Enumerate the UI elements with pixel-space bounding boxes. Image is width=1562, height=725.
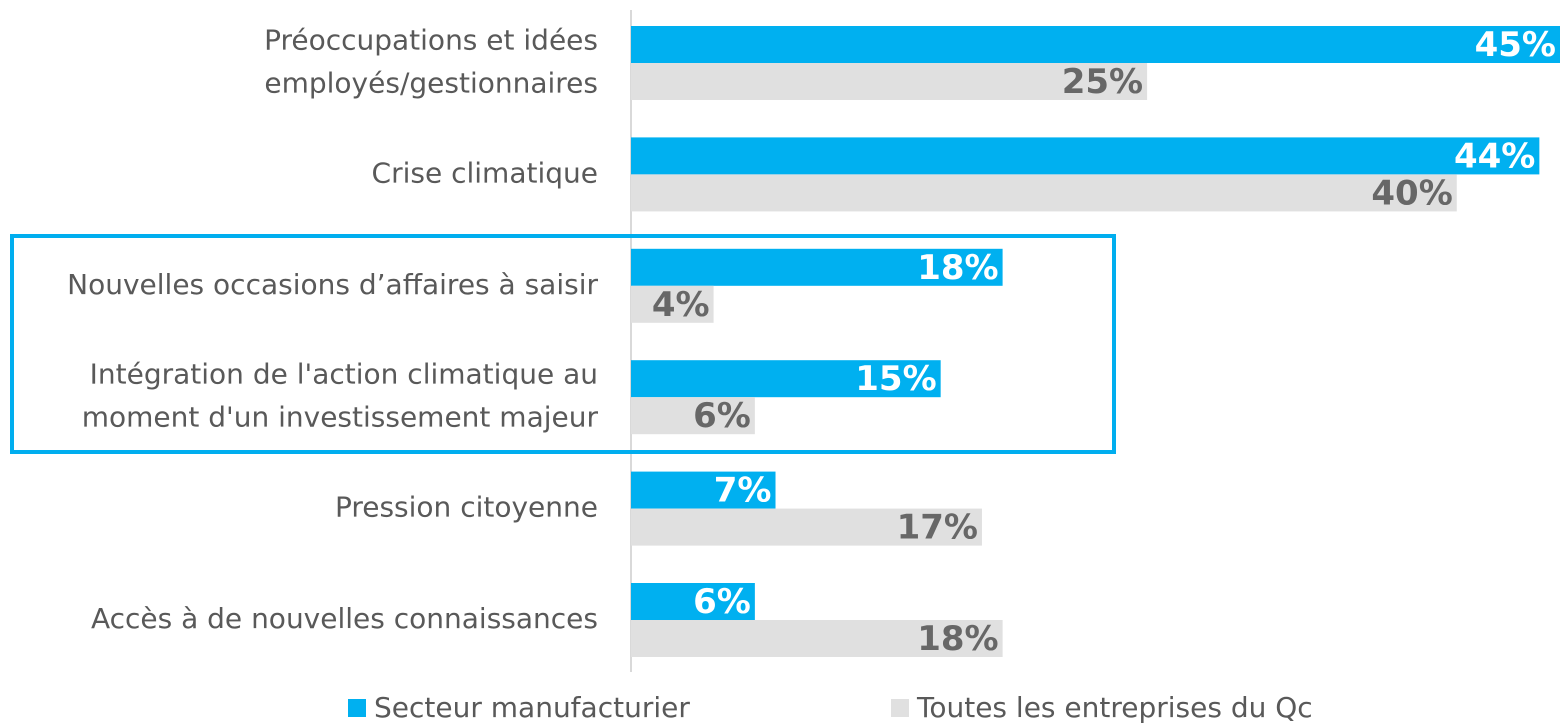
bar	[631, 620, 1003, 657]
value-label: 44%	[1454, 136, 1535, 176]
bar	[631, 583, 755, 620]
bar	[631, 174, 1457, 212]
value-label: 7%	[714, 471, 772, 511]
value-label: 18%	[917, 248, 998, 288]
legend-swatch	[348, 699, 366, 717]
value-label: 6%	[693, 582, 751, 622]
bar	[631, 137, 1540, 175]
bar	[631, 26, 1560, 63]
value-label: 6%	[693, 396, 751, 436]
bar	[631, 397, 755, 435]
highlight-box	[10, 234, 1116, 454]
value-label: 17%	[897, 508, 978, 548]
value-label: 15%	[855, 359, 936, 399]
value-label: 25%	[1062, 62, 1143, 102]
legend-label: Secteur manufacturier	[374, 691, 690, 724]
bar	[631, 508, 982, 546]
value-label: 4%	[652, 285, 710, 325]
value-label: 18%	[917, 619, 998, 659]
bar	[631, 471, 776, 509]
legend-swatch	[891, 699, 909, 717]
value-label: 45%	[1475, 25, 1556, 65]
bar	[631, 63, 1148, 100]
category-label: Préoccupations et idées employés/gestionn…	[264, 24, 598, 100]
category-label: Nouvelles occasions d’affaires à saisir	[67, 268, 598, 301]
bar	[631, 285, 714, 323]
bar	[631, 360, 941, 398]
bar	[631, 248, 1003, 286]
category-label: Crise climatique	[372, 156, 598, 189]
category-label: Pression citoyenne	[335, 491, 598, 524]
value-label: 40%	[1371, 173, 1452, 213]
legend-label: Toutes les entreprises du Qc	[916, 691, 1313, 724]
category-label: Accès à de nouvelles connaissances	[91, 602, 598, 635]
category-label: Intégration de l'action climatique au mom…	[82, 358, 599, 434]
